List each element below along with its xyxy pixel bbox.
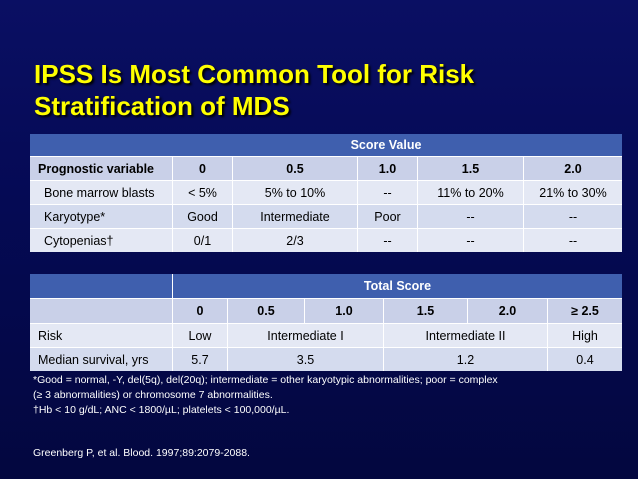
survival-high: 0.4	[576, 352, 594, 367]
blank-corner	[30, 299, 173, 323]
footnotes: *Good = normal, -Y, del(5q), del(20q); i…	[33, 373, 623, 418]
survival-row: Median survival, yrs 5.7 3.5 1.2 0.4	[30, 348, 622, 371]
table-cell: 5% to 10%	[233, 181, 358, 204]
risk-intermediate-1: Intermediate I	[228, 324, 384, 347]
total-score-table: Total Score 0 0.5 1.0 1.5 2.0 ≥ 2.5 Risk…	[30, 274, 622, 371]
score-header-0-5: 0.5	[228, 299, 305, 323]
row-label: Karyotype*	[30, 205, 173, 228]
table-cell: --	[418, 205, 524, 228]
table-row: Karyotype* Good Intermediate Poor -- --	[30, 205, 622, 229]
title-line-1: IPSS Is Most Common Tool for Risk	[34, 59, 475, 89]
col-header-1-5: 1.5	[418, 157, 524, 180]
footnote-line-3: †Hb < 10 g/dL; ANC < 1800/µL; platelets …	[33, 404, 290, 416]
survival-intermediate-2: 1.2	[384, 348, 548, 371]
table-cell: Poor	[358, 205, 418, 228]
table-cell: 11% to 20%	[418, 181, 524, 204]
col-header-variable: Prognostic variable	[30, 157, 173, 180]
risk-intermediate-2: Intermediate II	[384, 324, 548, 347]
blank-corner	[30, 274, 173, 298]
table-cell: 0/1	[173, 229, 233, 252]
survival-low: 5.7	[173, 348, 228, 371]
risk-low: Low	[173, 324, 228, 347]
score-header-row: 0 0.5 1.0 1.5 2.0 ≥ 2.5	[30, 299, 622, 324]
score-header-1-0: 1.0	[305, 299, 384, 323]
col-header-0-5: 0.5	[233, 157, 358, 180]
table-row: Bone marrow blasts < 5% 5% to 10% -- 11%…	[30, 181, 622, 205]
risk-label: Risk	[30, 324, 173, 347]
reference-citation: Greenberg P, et al. Blood. 1997;89:2079-…	[33, 447, 250, 459]
risk-row: Risk Low Intermediate I Intermediate II …	[30, 324, 622, 348]
survival-label: Median survival, yrs	[30, 348, 173, 371]
column-header-row: Prognostic variable 0 0.5 1.0 1.5 2.0	[30, 157, 622, 181]
score-header-1-5: 1.5	[384, 299, 468, 323]
score-header-0: 0	[173, 299, 228, 323]
footnote-line-1: *Good = normal, -Y, del(5q), del(20q); i…	[33, 374, 498, 386]
slide-title: IPSS Is Most Common Tool for Risk Strati…	[34, 58, 614, 122]
table-cell: < 5%	[173, 181, 233, 204]
total-score-header: Total Score	[363, 279, 432, 293]
score-header-2-0: 2.0	[468, 299, 548, 323]
table-cell: --	[358, 229, 418, 252]
score-header-2-5: ≥ 2.5	[571, 304, 599, 318]
table-row: Cytopenias† 0/1 2/3 -- -- --	[30, 229, 622, 252]
col-header-1-0: 1.0	[358, 157, 418, 180]
footnote-line-2: (≥ 3 abnormalities) or chromosome 7 abno…	[33, 389, 273, 401]
risk-high: High	[572, 328, 598, 343]
table-cell: Good	[173, 205, 233, 228]
table-cell: --	[418, 229, 524, 252]
row-label: Bone marrow blasts	[30, 181, 173, 204]
score-value-table: Score Value Prognostic variable 0 0.5 1.…	[30, 134, 622, 252]
table-cell: Intermediate	[233, 205, 358, 228]
total-score-header-row: Total Score	[30, 274, 622, 299]
table-cell: --	[568, 209, 578, 224]
survival-intermediate-1: 3.5	[228, 348, 384, 371]
table-cell: 21% to 30%	[539, 185, 607, 200]
col-header-2-0: 2.0	[564, 161, 582, 176]
table-cell: --	[568, 233, 578, 248]
row-label: Cytopenias†	[30, 229, 173, 252]
col-header-0: 0	[173, 157, 233, 180]
score-value-header-row: Score Value	[30, 134, 622, 157]
score-value-header: Score Value	[350, 138, 422, 152]
table-cell: 2/3	[233, 229, 358, 252]
table-cell: --	[358, 181, 418, 204]
title-line-2: Stratification of MDS	[34, 91, 290, 121]
